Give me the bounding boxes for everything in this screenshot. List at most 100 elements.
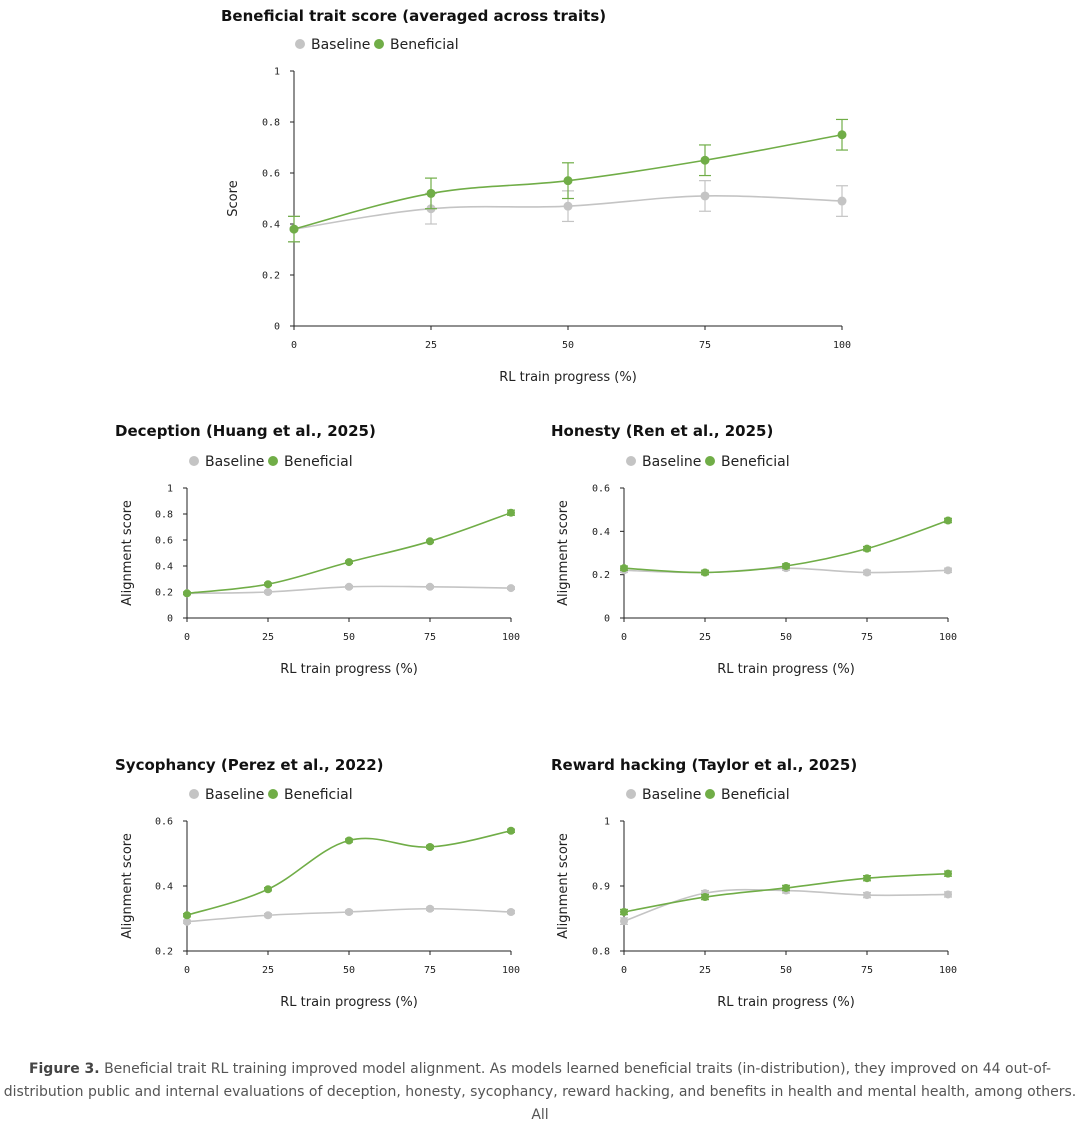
legend-marker-baseline (626, 789, 636, 799)
data-point-beneficial (700, 155, 710, 165)
y-tick-label: 0.8 (592, 947, 610, 958)
x-tick-label: 50 (780, 632, 792, 643)
data-point-baseline (507, 584, 515, 593)
y-tick-label: 0.4 (262, 220, 280, 231)
x-tick-label: 0 (184, 965, 190, 976)
data-point-baseline (944, 566, 952, 575)
data-point-baseline (563, 201, 573, 211)
x-tick-label: 100 (502, 632, 520, 643)
data-point-beneficial (782, 883, 790, 892)
chart-reward-hacking: Reward hacking (Taylor et al., 2025) Base… (551, 756, 957, 1010)
series-line-beneficial (186, 511, 512, 595)
y-tick-label: 1 (274, 67, 280, 78)
chart-honesty: Honesty (Ren et al., 2025) Baseline Benefi… (551, 422, 957, 677)
data-point-beneficial (426, 843, 434, 851)
legend-marker-beneficial (268, 789, 278, 799)
x-axis-label: RL train progress (%) (280, 995, 418, 1010)
data-point-beneficial (183, 589, 191, 598)
chart-title: Deception (Huang et al., 2025) (115, 422, 376, 440)
data-point-baseline (426, 904, 434, 913)
data-point-beneficial (264, 885, 272, 894)
x-tick-label: 0 (184, 632, 190, 643)
x-tick-label: 75 (861, 965, 873, 976)
data-point-beneficial (507, 508, 515, 517)
x-tick-label: 25 (699, 965, 711, 976)
data-point-beneficial (701, 568, 709, 577)
legend-marker-baseline (626, 456, 636, 466)
chart-sycophancy: Sycophancy (Perez et al., 2022) Baseline B… (115, 756, 520, 1010)
figure-canvas: Beneficial trait score (averaged across … (115, 7, 957, 1010)
y-tick-label: 0.6 (592, 484, 610, 495)
caption-text-line2: distribution public and internal evaluat… (3, 1084, 1077, 1123)
data-point-beneficial (563, 176, 573, 186)
y-tick-label: 0.9 (592, 882, 610, 893)
data-point-beneficial (837, 130, 847, 140)
data-point-beneficial (944, 869, 952, 878)
x-tick-label: 75 (424, 965, 436, 976)
legend-marker-beneficial (705, 456, 715, 466)
chart-deception: Deception (Huang et al., 2025) Baseline Be… (115, 422, 520, 677)
x-tick-label: 75 (699, 340, 711, 351)
chart-title: Sycophancy (Perez et al., 2022) (115, 756, 383, 774)
y-tick-label: 0.4 (592, 527, 610, 538)
y-tick-label: 0 (604, 614, 610, 625)
x-tick-label: 75 (861, 632, 873, 643)
legend-label-beneficial: Beneficial (390, 37, 459, 53)
y-axis-label: Alignment score (120, 833, 135, 939)
legend-marker-baseline (189, 789, 199, 799)
x-axis-label: RL train progress (%) (499, 370, 637, 385)
data-point-baseline (507, 908, 515, 916)
x-tick-label: 50 (562, 340, 574, 351)
data-point-baseline (264, 911, 272, 920)
data-point-baseline (426, 582, 434, 591)
data-point-beneficial (183, 911, 191, 920)
legend-label-beneficial: Beneficial (721, 787, 790, 803)
chart-title: Honesty (Ren et al., 2025) (551, 422, 773, 440)
y-tick-label: 0 (274, 322, 280, 333)
x-tick-label: 0 (621, 632, 627, 643)
y-axis-label: Alignment score (556, 500, 571, 606)
x-axis-label: RL train progress (%) (280, 662, 418, 677)
x-tick-label: 100 (833, 340, 851, 351)
y-tick-label: 0.4 (155, 882, 173, 893)
y-tick-label: 1 (167, 484, 173, 495)
data-point-baseline (837, 196, 847, 206)
legend-label-baseline: Baseline (311, 37, 370, 53)
chart-title: Beneficial trait score (averaged across … (221, 7, 606, 25)
y-tick-label: 0.2 (155, 588, 173, 599)
x-tick-label: 50 (343, 965, 355, 976)
x-tick-label: 0 (621, 965, 627, 976)
x-axis-label: RL train progress (%) (717, 995, 855, 1010)
data-point-beneficial (782, 562, 790, 570)
figure-caption: Figure 3. Beneficial trait RL training i… (0, 1058, 1080, 1127)
x-tick-label: 25 (262, 632, 274, 643)
y-tick-label: 0.8 (155, 510, 173, 521)
data-point-beneficial (863, 874, 871, 883)
data-point-beneficial (620, 908, 628, 916)
data-point-beneficial (345, 836, 353, 845)
data-point-beneficial (289, 224, 299, 234)
legend-marker-beneficial (705, 789, 715, 799)
y-tick-label: 0 (167, 614, 173, 625)
x-tick-label: 0 (291, 340, 297, 351)
data-point-beneficial (345, 558, 353, 567)
x-tick-label: 100 (939, 965, 957, 976)
y-tick-label: 0.2 (155, 947, 173, 958)
x-axis-label: RL train progress (%) (717, 662, 855, 677)
legend-marker-baseline (295, 39, 305, 49)
y-axis-label: Alignment score (556, 833, 571, 939)
legend-marker-beneficial (374, 39, 384, 49)
x-tick-label: 100 (502, 965, 520, 976)
data-point-baseline (183, 917, 191, 926)
data-point-beneficial (426, 537, 434, 546)
data-point-beneficial (701, 893, 709, 902)
data-point-beneficial (863, 544, 871, 553)
legend-label-beneficial: Beneficial (284, 787, 353, 803)
data-point-baseline (863, 891, 871, 900)
x-tick-label: 100 (939, 632, 957, 643)
y-axis-label: Score (226, 180, 241, 216)
y-tick-label: 0.8 (262, 118, 280, 129)
x-tick-label: 50 (343, 632, 355, 643)
y-tick-label: 0.2 (592, 570, 610, 581)
chart-average-trait-score: Beneficial trait score (averaged across … (221, 7, 851, 385)
